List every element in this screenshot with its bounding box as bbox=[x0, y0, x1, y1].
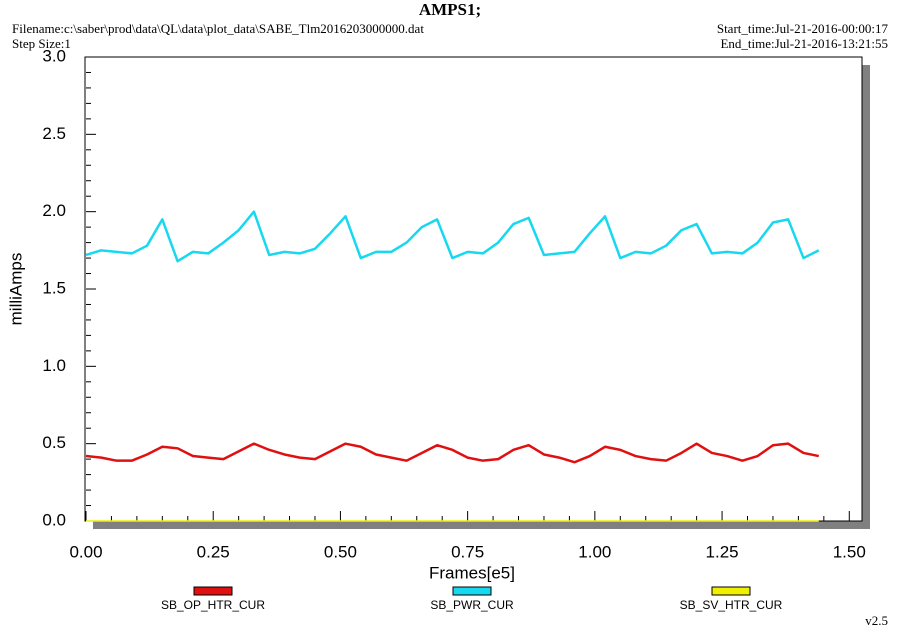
plot-area bbox=[84, 56, 863, 522]
series-line bbox=[85, 442, 819, 464]
series-line bbox=[85, 210, 820, 263]
y-tick-label: 1.0 bbox=[42, 356, 66, 375]
filename: Filename:c:\saber\prod\data\QL\data\plot… bbox=[12, 21, 424, 36]
y-axis-label: milliAmps bbox=[6, 253, 25, 326]
x-tick-label: 0.25 bbox=[197, 542, 230, 561]
legend-swatch bbox=[711, 586, 751, 596]
x-tick-label: 1.00 bbox=[578, 542, 611, 561]
y-tick-label: 2.0 bbox=[42, 201, 66, 220]
x-tick-label: 0.00 bbox=[69, 542, 102, 561]
legend-label: SB_PWR_CUR bbox=[430, 598, 514, 612]
y-tick-label: 1.5 bbox=[42, 278, 66, 297]
x-tick-label: 0.50 bbox=[324, 542, 357, 561]
version: v2.5 bbox=[865, 613, 888, 628]
x-tick-label: 0.75 bbox=[451, 542, 484, 561]
step-size: Step Size:1 bbox=[12, 36, 71, 51]
legend-label: SB_OP_HTR_CUR bbox=[161, 598, 265, 612]
y-tick-label: 0.0 bbox=[42, 510, 66, 529]
legend-swatch bbox=[452, 586, 492, 596]
legend-label: SB_SV_HTR_CUR bbox=[680, 598, 783, 612]
legend-swatch bbox=[193, 586, 233, 596]
chart-title: AMPS1; bbox=[419, 0, 481, 19]
y-tick-label: 2.5 bbox=[42, 124, 66, 143]
x-tick-label: 1.25 bbox=[706, 542, 739, 561]
y-tick-label: 3.0 bbox=[42, 46, 66, 65]
start-time: Start_time:Jul-21-2016-00:00:17 bbox=[717, 21, 889, 36]
y-tick-label: 0.5 bbox=[42, 433, 66, 452]
end-time: End_time:Jul-21-2016-13:21:55 bbox=[720, 36, 888, 51]
x-tick-label: 1.50 bbox=[833, 542, 866, 561]
x-axis-label: Frames[e5] bbox=[429, 563, 515, 582]
